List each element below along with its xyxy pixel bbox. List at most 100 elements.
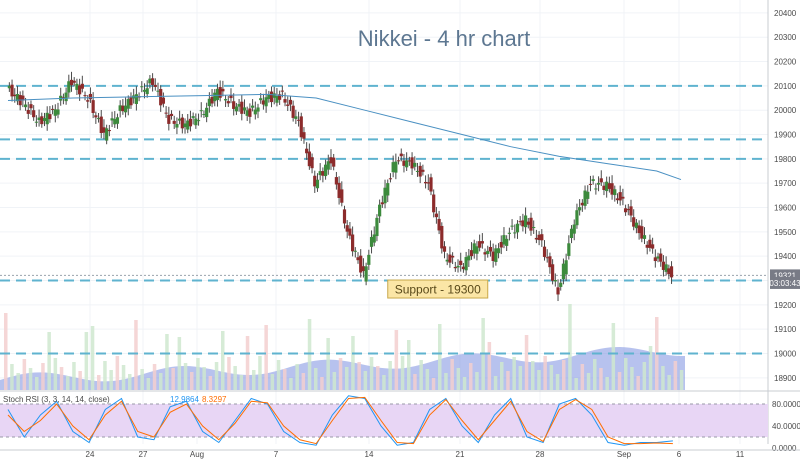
candle-body (102, 127, 106, 133)
volume-bar (159, 373, 163, 390)
candle-body (229, 94, 233, 99)
candle-body (356, 257, 360, 261)
candle-body (580, 202, 584, 206)
time-tick-label: 6 (677, 450, 682, 459)
volume-bar (177, 337, 182, 390)
volume-bar (642, 362, 647, 390)
candle-body (388, 178, 393, 180)
volume-bar (419, 360, 423, 390)
volume-bar (245, 336, 250, 390)
volume-bar (376, 366, 380, 390)
candle-body (418, 165, 422, 177)
candle-body (545, 257, 549, 259)
candle-body (275, 96, 279, 103)
volume-bar (475, 372, 479, 390)
candle-body (623, 208, 628, 213)
candle-body (332, 157, 336, 167)
candle-body (415, 170, 420, 172)
candle-body (629, 206, 633, 216)
candle-body (594, 188, 598, 190)
volume-bar (506, 371, 510, 390)
candle-body (559, 282, 563, 287)
candle-body (96, 118, 101, 120)
candle-body (642, 235, 647, 239)
candle-body (53, 109, 57, 116)
candle-body (318, 171, 322, 176)
price-tick-label: 19000 (774, 350, 797, 359)
volume-bar (673, 361, 678, 390)
candle-body (407, 160, 411, 162)
candle-body (245, 110, 249, 116)
volume-bar (394, 330, 399, 390)
volume-bar (351, 336, 355, 390)
price-badge-label: 03:03:43 (769, 279, 800, 288)
price-tick-label: 19700 (774, 179, 797, 188)
candle-body (386, 183, 390, 196)
candle-body (334, 177, 338, 185)
candle-body (188, 118, 193, 127)
volume-bar (301, 373, 306, 390)
candle-body (321, 171, 325, 176)
volume-bar (487, 342, 492, 390)
chart-title: Nikkei - 4 hr chart (358, 26, 530, 51)
candle-body (196, 120, 201, 122)
candle-body (153, 84, 157, 87)
candle-body (361, 266, 366, 271)
candle-body (183, 123, 187, 128)
candle-body (199, 110, 203, 112)
candle-body (499, 241, 503, 248)
candle-body (375, 217, 379, 237)
volume-bar (183, 363, 188, 390)
moving-average (7, 93, 682, 181)
candle-body (529, 217, 533, 231)
candle-body (426, 182, 430, 184)
candle-body (329, 157, 333, 164)
price-tick-label: 18900 (774, 374, 797, 383)
candle-body (310, 157, 314, 169)
candle-body (191, 116, 195, 118)
candle-body (469, 250, 474, 257)
volume-bar (128, 374, 132, 390)
volume-bar (462, 377, 467, 390)
volume-bar (661, 366, 665, 390)
candle-body (437, 218, 441, 231)
volume-bar (78, 371, 82, 390)
candle-body (637, 225, 641, 234)
candle-body (645, 244, 649, 248)
volume-bar (611, 323, 616, 390)
volume-bar (109, 370, 113, 390)
moving-average-line (7, 93, 682, 181)
candle-body (626, 209, 630, 211)
candle-body (26, 109, 30, 114)
candle-body (259, 98, 263, 101)
candle-body (267, 94, 271, 100)
volume-bar (320, 377, 324, 390)
candle-body (483, 252, 487, 255)
candle-body (564, 260, 568, 275)
candle-body (402, 160, 406, 166)
price-tick-label: 19200 (774, 301, 797, 310)
candle-body (505, 238, 509, 246)
volume-bar (134, 320, 138, 390)
time-tick-label: 7 (274, 450, 279, 459)
volume-bar (115, 356, 120, 390)
candle-body (372, 234, 376, 243)
candle-body (586, 191, 590, 199)
candle-body (618, 192, 622, 201)
volume-bar (239, 375, 244, 390)
volume-bar (314, 368, 318, 390)
volume-bar (363, 371, 368, 390)
price-tick-label: 19500 (774, 228, 797, 237)
candle-body (169, 113, 174, 116)
candle-body (667, 268, 671, 275)
volume-bar (617, 372, 622, 390)
volume-bar (146, 378, 151, 390)
volume-bar (493, 376, 498, 390)
candle-body (251, 105, 255, 108)
candle-body (542, 246, 547, 257)
candle-body (313, 175, 317, 187)
volume-bar (103, 361, 107, 390)
candle-body (180, 117, 184, 129)
candle-body (40, 116, 44, 125)
candle-body (440, 225, 444, 249)
